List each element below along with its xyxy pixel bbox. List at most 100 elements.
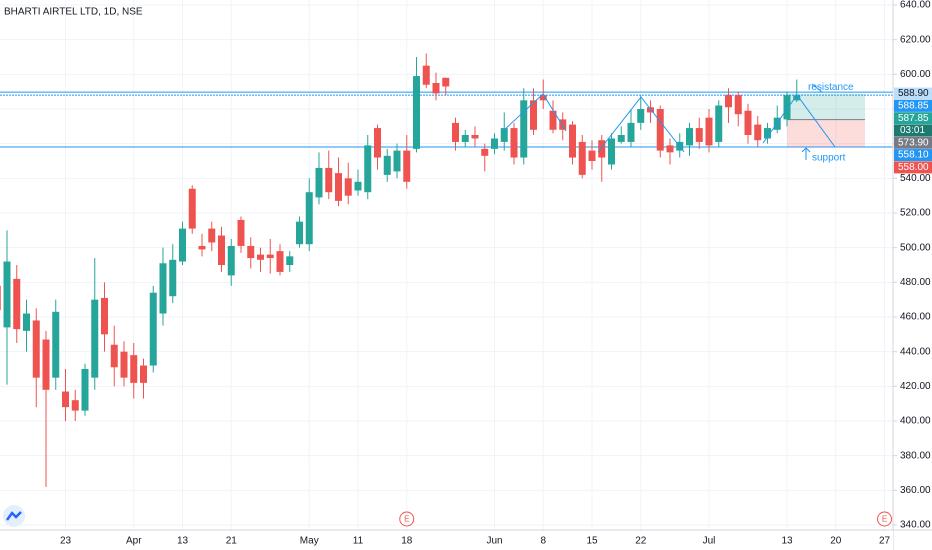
candle-body bbox=[627, 122, 635, 142]
logo[interactable] bbox=[3, 505, 25, 527]
candle-body bbox=[608, 138, 615, 165]
x-tick-label: 22 bbox=[635, 536, 647, 547]
x-tick-label: Jun bbox=[486, 536, 502, 547]
y-tick-label: 360.00 bbox=[900, 485, 931, 496]
candle-body bbox=[149, 292, 157, 366]
y-tick-label: 520.00 bbox=[900, 208, 931, 219]
candle-body bbox=[247, 245, 255, 259]
x-tick-label: Jul bbox=[703, 536, 716, 547]
candle-body bbox=[227, 245, 235, 276]
price-tag-label: 587.85 bbox=[898, 113, 929, 124]
candle-body bbox=[530, 100, 537, 130]
candle-body bbox=[393, 150, 401, 172]
candle-body bbox=[783, 95, 791, 120]
candle-body bbox=[208, 228, 216, 243]
candle-body bbox=[218, 235, 225, 265]
candle-body bbox=[101, 297, 108, 335]
price-tag-label: 573.90 bbox=[898, 137, 929, 148]
pattern-line bbox=[597, 96, 685, 153]
candle-body bbox=[91, 299, 99, 378]
price-tag bbox=[894, 87, 932, 100]
y-tick-label: 440.00 bbox=[900, 346, 931, 357]
candle-body bbox=[764, 128, 771, 139]
x-tick-label: 11 bbox=[353, 536, 364, 547]
candle-body bbox=[325, 167, 333, 193]
candle-body bbox=[169, 259, 177, 297]
grid bbox=[0, 0, 893, 530]
candle-body bbox=[500, 128, 508, 142]
pattern-lines bbox=[502, 83, 836, 160]
candle-body bbox=[403, 150, 411, 182]
candle-body bbox=[0, 285, 1, 311]
candle-body bbox=[364, 145, 372, 193]
candle-body bbox=[432, 83, 440, 94]
y-tick-label: 460.00 bbox=[900, 312, 931, 323]
candle-body bbox=[383, 155, 391, 175]
price-tag bbox=[894, 136, 932, 149]
candle-body bbox=[315, 167, 323, 198]
candle-body bbox=[335, 173, 342, 201]
y-tick-label: 420.00 bbox=[900, 381, 931, 392]
price-tag-label: 588.85 bbox=[898, 101, 929, 112]
price-axis-bg bbox=[893, 0, 932, 550]
x-tick-label: 18 bbox=[401, 536, 413, 547]
candle-body bbox=[559, 119, 567, 130]
drawings: resistance support bbox=[0, 82, 893, 164]
candle-body bbox=[705, 117, 713, 146]
pattern-line bbox=[502, 93, 567, 132]
candle-body bbox=[549, 110, 557, 130]
candle-body bbox=[198, 245, 206, 250]
y-tick-label: 640.00 bbox=[900, 0, 931, 11]
pattern-line bbox=[762, 94, 836, 148]
candle-body bbox=[617, 135, 625, 142]
candle-body bbox=[140, 365, 147, 383]
level-label: resistance bbox=[808, 82, 854, 93]
candle-body bbox=[569, 124, 576, 158]
candle-body bbox=[666, 145, 674, 153]
candle-body bbox=[461, 135, 469, 142]
axes: 340.00 360.00 380.00 400.00 420.00 440.00 460.… bbox=[60, 0, 932, 547]
candle-body bbox=[23, 313, 30, 331]
candle-body bbox=[71, 400, 79, 411]
candle-body bbox=[13, 278, 21, 330]
candle-body bbox=[588, 150, 596, 161]
candle-body bbox=[754, 124, 762, 141]
event-marker bbox=[399, 511, 415, 527]
x-tick-label: 13 bbox=[177, 536, 189, 547]
y-tick-label: 500.00 bbox=[900, 242, 931, 253]
candle-body bbox=[656, 109, 664, 151]
price-tag-label: 558.10 bbox=[898, 150, 929, 161]
candle-body bbox=[159, 263, 167, 314]
price-tag bbox=[894, 149, 932, 162]
candle-body bbox=[52, 311, 60, 378]
candle-body bbox=[130, 355, 138, 383]
candle-body bbox=[120, 351, 128, 378]
candle-body bbox=[725, 95, 732, 108]
candle-body bbox=[695, 128, 703, 142]
candle-body bbox=[481, 148, 489, 156]
candle-body bbox=[598, 140, 606, 158]
x-tick-label: 13 bbox=[781, 536, 793, 547]
candle-body bbox=[354, 181, 362, 191]
y-tick-label: 380.00 bbox=[900, 450, 931, 461]
candle-body bbox=[32, 320, 40, 378]
y-tick-label: 400.00 bbox=[900, 416, 931, 427]
price-tag bbox=[894, 112, 932, 125]
candle-body bbox=[266, 254, 274, 259]
y-tick-label: 620.00 bbox=[900, 34, 931, 45]
event-marker bbox=[877, 511, 892, 527]
candle-body bbox=[715, 105, 723, 142]
candle-body bbox=[81, 369, 89, 411]
candle-body bbox=[276, 251, 284, 272]
candle-body bbox=[510, 128, 518, 158]
x-tick-label: 21 bbox=[226, 536, 238, 547]
candle-body bbox=[744, 110, 752, 135]
candle-body bbox=[637, 109, 645, 123]
time-axis-bg bbox=[0, 530, 893, 550]
level-label: support bbox=[812, 153, 846, 164]
candle-body bbox=[257, 254, 264, 260]
candle-body bbox=[305, 192, 313, 245]
candle-body bbox=[471, 135, 479, 139]
countdown-label: 03:01 bbox=[900, 125, 925, 136]
